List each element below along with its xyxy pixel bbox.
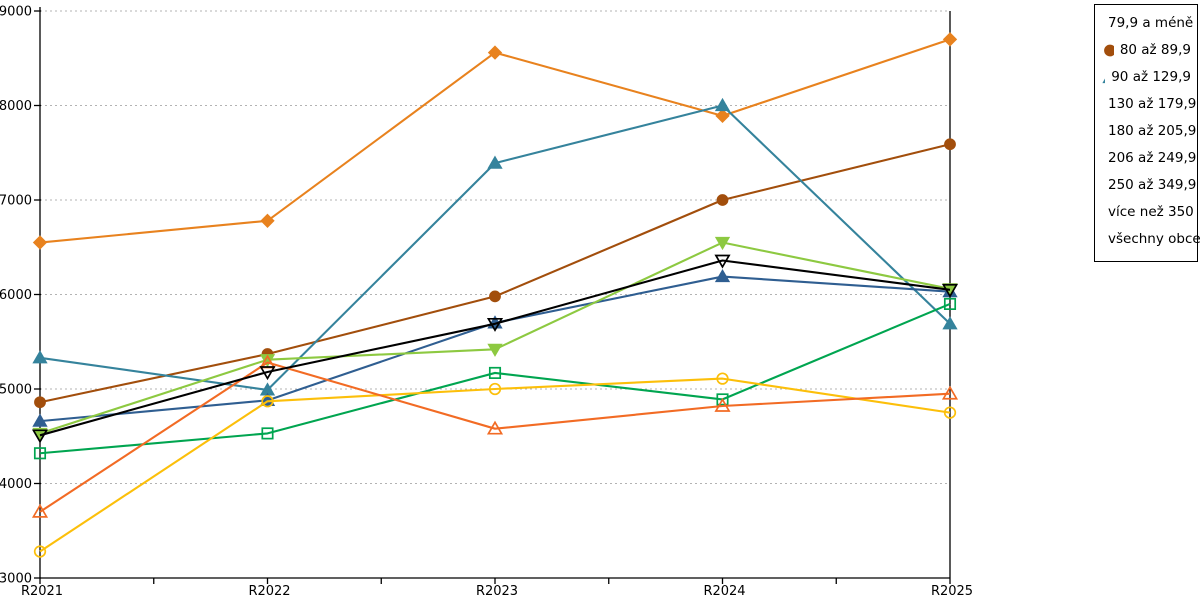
series-0-marker bbox=[260, 213, 275, 228]
series-4-marker bbox=[487, 343, 503, 357]
series-8-line bbox=[39, 259, 951, 437]
series-0-marker bbox=[942, 32, 958, 47]
x-tick-label: R2024 bbox=[703, 584, 745, 599]
series-6-marker bbox=[261, 395, 274, 408]
series-8-marker bbox=[941, 283, 959, 298]
series-7 bbox=[31, 354, 959, 518]
series-4 bbox=[32, 236, 958, 442]
legend-item-4: 180 až 205,9 bbox=[1102, 122, 1196, 140]
series-3-marker bbox=[32, 413, 48, 427]
legend: 79,9 a méně 80 až 89,9 90 až 129,9 130 až 1… bbox=[1094, 4, 1200, 262]
legend-label: 206 až 249,9 bbox=[1108, 150, 1197, 166]
series-1-marker bbox=[34, 396, 46, 409]
legend-label: 250 až 349,9 bbox=[1108, 177, 1197, 193]
circle-marker-icon bbox=[1104, 44, 1114, 57]
series-8 bbox=[31, 254, 959, 444]
gridlines bbox=[40, 10, 950, 484]
series-7-marker bbox=[31, 503, 49, 518]
x-tick-label: R2025 bbox=[931, 584, 973, 599]
series-1-marker bbox=[716, 194, 729, 206]
series-2 bbox=[32, 97, 958, 396]
series-1-marker bbox=[489, 290, 501, 303]
series-6-marker bbox=[943, 406, 957, 419]
y-tick-label: 4000 bbox=[0, 477, 32, 492]
y-tick-label: 7000 bbox=[0, 194, 32, 209]
y-tick-label: 9000 bbox=[0, 5, 32, 20]
legend-label: 180 až 205,9 bbox=[1108, 123, 1197, 139]
series-2-marker bbox=[32, 350, 48, 364]
series-6-marker bbox=[716, 372, 729, 385]
series-5-marker bbox=[261, 427, 274, 440]
series-0-marker bbox=[487, 45, 503, 60]
series-0-marker bbox=[715, 108, 730, 124]
legend-item-7: více než 350 bbox=[1102, 203, 1194, 221]
legend-label: 130 až 179,9 bbox=[1108, 96, 1197, 112]
legend-label: 90 až 129,9 bbox=[1111, 69, 1191, 85]
triangle-up-marker-glyph bbox=[1102, 78, 1106, 84]
series-5-marker bbox=[33, 447, 47, 460]
series-1 bbox=[34, 138, 956, 409]
y-tick-label: 6000 bbox=[0, 288, 32, 303]
series-6-marker bbox=[33, 545, 47, 558]
series-7-marker bbox=[941, 385, 959, 400]
series-8-marker bbox=[31, 429, 49, 444]
x-tick-label: R2022 bbox=[248, 584, 290, 599]
series-5 bbox=[33, 297, 957, 460]
legend-label: 79,9 a méně bbox=[1108, 15, 1194, 31]
series-8-marker bbox=[714, 254, 731, 269]
legend-label: 80 až 89,9 bbox=[1119, 42, 1191, 58]
x-tick-label: R2023 bbox=[476, 584, 518, 599]
series-1-marker bbox=[944, 138, 956, 151]
series-5-marker bbox=[716, 393, 729, 406]
series-8-marker bbox=[486, 317, 504, 332]
legend-label: všechny obce bbox=[1108, 231, 1200, 247]
series-6 bbox=[33, 372, 957, 558]
series-0 bbox=[32, 32, 958, 250]
series-4-marker bbox=[714, 236, 731, 251]
triangle-up-marker-icon bbox=[1102, 78, 1106, 84]
legend-item-8: všechny obce bbox=[1102, 230, 1200, 248]
series-6-marker bbox=[488, 382, 502, 396]
series-2-marker bbox=[487, 155, 503, 169]
series-2-marker bbox=[942, 316, 958, 330]
x-axis-ticks: R2021 R2022 R2023 R2024 R2025 bbox=[21, 578, 973, 599]
y-tick-label: 8000 bbox=[0, 99, 32, 114]
series-5-marker bbox=[943, 297, 957, 310]
legend-item-0: 79,9 a méně bbox=[1102, 14, 1194, 32]
series-6-line bbox=[39, 377, 951, 553]
series-5-marker bbox=[488, 366, 502, 379]
y-tick-label: 3000 bbox=[0, 572, 32, 587]
series-0-marker bbox=[32, 235, 48, 250]
legend-item-3: 130 až 179,9 bbox=[1102, 95, 1196, 113]
y-tick-label: 5000 bbox=[0, 383, 32, 398]
legend-label: více než 350 bbox=[1108, 204, 1194, 220]
legend-item-1: 80 až 89,9 bbox=[1102, 41, 1191, 59]
series-8-marker bbox=[259, 366, 276, 381]
y-axis-ticks: 3000 4000 5000 6000 7000 8000 9000 bbox=[0, 5, 41, 587]
series-7-marker bbox=[486, 420, 504, 435]
series-7-marker bbox=[714, 397, 731, 412]
legend-item-2: 90 až 129,9 bbox=[1102, 68, 1191, 86]
series-7-line bbox=[39, 361, 951, 513]
series-2-marker bbox=[714, 97, 731, 112]
legend-item-6: 250 až 349,9 bbox=[1102, 176, 1196, 194]
series-0-line bbox=[39, 38, 951, 244]
circle-marker-glyph bbox=[1104, 44, 1114, 57]
series-5-line bbox=[39, 302, 951, 455]
series-3-marker bbox=[714, 268, 731, 283]
legend-item-5: 206 až 249,9 bbox=[1102, 149, 1196, 167]
x-tick-label: R2021 bbox=[21, 584, 63, 599]
